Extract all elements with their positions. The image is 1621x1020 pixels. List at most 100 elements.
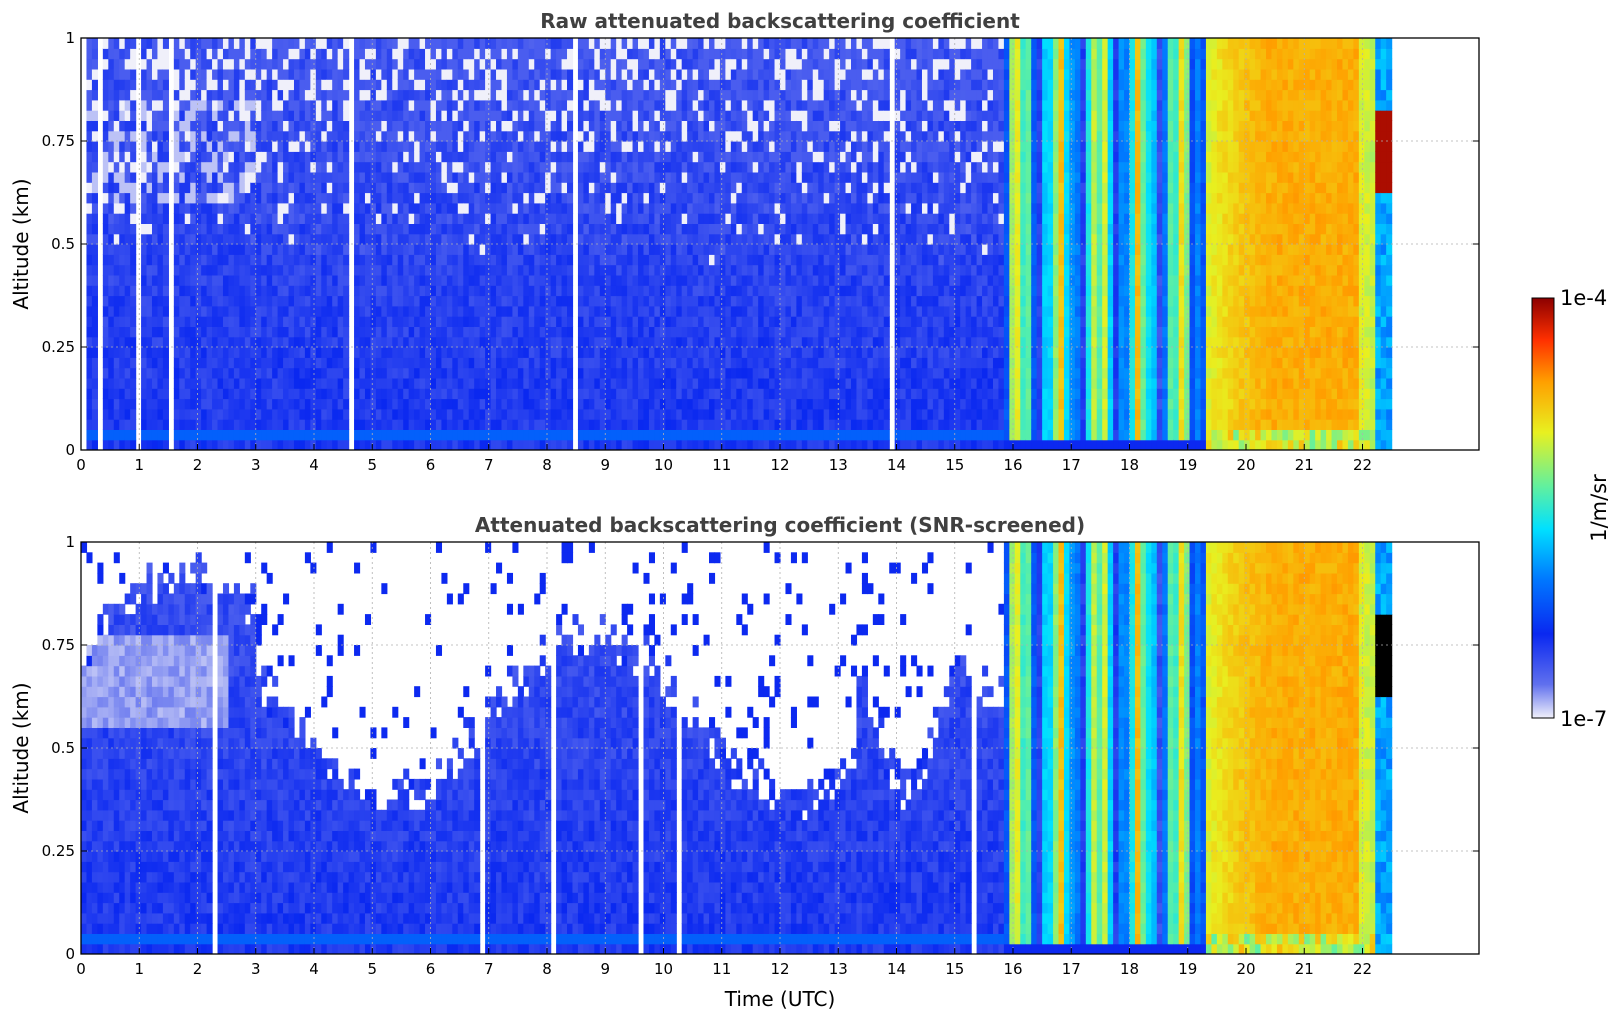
heat-cell [326, 264, 333, 276]
heat-cell [441, 223, 448, 235]
heat-cell [375, 254, 382, 266]
heat-cell [698, 120, 705, 132]
heat-cell [425, 161, 432, 173]
heat-cell [190, 254, 197, 266]
heat-cell [676, 120, 683, 132]
heat-cell [250, 68, 257, 80]
heat-cell [381, 326, 388, 338]
heat-cell [550, 120, 557, 132]
heat-cell [326, 120, 333, 132]
heat-cell [157, 377, 164, 389]
heat-cell [496, 316, 503, 327]
heat-cell [141, 264, 148, 276]
heat-cell [627, 439, 634, 450]
heat-cell [261, 439, 268, 450]
heat-cell [179, 254, 186, 266]
heat-cell [621, 223, 628, 235]
heat-cell [468, 377, 475, 389]
heat-cell [687, 367, 694, 379]
heat-cell [233, 295, 240, 307]
heat-cell [233, 161, 240, 173]
heat-cell [359, 326, 366, 338]
heat-cell [758, 244, 765, 255]
heat-cell [719, 89, 726, 101]
heat-cell [266, 408, 273, 420]
heat-cell [627, 285, 634, 297]
heat-cell [441, 38, 448, 49]
heat-cell [638, 316, 645, 327]
heat-cell [479, 58, 486, 70]
heat-cell [364, 99, 372, 111]
heat-cell [512, 120, 519, 132]
heat-cell [681, 264, 688, 276]
heat-cell [321, 408, 328, 420]
heat-cell [179, 388, 186, 400]
heat-cell [714, 316, 721, 327]
heat-cell [752, 223, 759, 235]
heat-cell [190, 58, 197, 70]
heat-cell [523, 79, 530, 91]
heat-cell [190, 316, 197, 327]
heat-cell [430, 264, 437, 276]
heat-cell [703, 316, 710, 327]
heat-cell [605, 38, 612, 49]
heat-cell [506, 38, 514, 49]
heat-cell [496, 182, 503, 194]
heat-cell [790, 347, 797, 358]
heat-cell [643, 223, 650, 235]
heat-cell [506, 130, 514, 142]
heat-cell [113, 79, 120, 91]
heat-cell [162, 408, 169, 420]
heat-cell [648, 419, 655, 430]
heat-cell [446, 326, 453, 338]
heat-cell [173, 336, 180, 348]
heat-cell [741, 182, 748, 194]
heat-cell [452, 336, 459, 348]
heat-cell [425, 316, 432, 327]
heat-cell [315, 357, 322, 369]
heat-cell [599, 141, 606, 152]
heat-cell [419, 336, 426, 348]
heat-cell [124, 182, 131, 194]
heat-cell [272, 264, 279, 276]
heat-cell [403, 68, 410, 80]
heat-cell [277, 89, 284, 101]
heat-cell [190, 192, 197, 204]
heat-cell [446, 408, 453, 420]
heat-cell [501, 419, 508, 430]
heat-cell [676, 429, 683, 441]
heat-cell [102, 48, 109, 60]
heat-cell [594, 99, 601, 111]
heat-cell [577, 357, 585, 369]
heat-cell [441, 326, 448, 338]
heat-cell [337, 295, 344, 307]
heat-cell [124, 68, 131, 80]
heat-cell [545, 388, 552, 400]
heat-cell [425, 377, 432, 389]
heat-cell [354, 367, 361, 379]
heat-cell [654, 161, 661, 173]
heat-cell [763, 79, 770, 91]
heat-cell [643, 233, 650, 245]
heat-cell [217, 223, 224, 235]
heat-cell [228, 99, 235, 111]
heat-cell [119, 48, 126, 60]
heat-cell [638, 377, 645, 389]
heat-cell [643, 130, 650, 142]
heat-cell [381, 316, 388, 327]
heat-cell [605, 89, 612, 101]
heat-cell [173, 377, 180, 389]
heat-cell [124, 305, 131, 317]
heat-cell [736, 347, 743, 358]
heat-cell [425, 89, 432, 101]
heat-cell [610, 120, 617, 132]
heat-cell [364, 305, 372, 317]
heat-cell [233, 429, 240, 441]
heat-cell [485, 48, 492, 60]
heat-cell [250, 151, 257, 163]
heat-cell [321, 347, 328, 358]
heat-cell [769, 439, 776, 450]
heat-cell [195, 130, 202, 142]
heat-cell [594, 316, 601, 327]
heat-cell [119, 285, 126, 297]
